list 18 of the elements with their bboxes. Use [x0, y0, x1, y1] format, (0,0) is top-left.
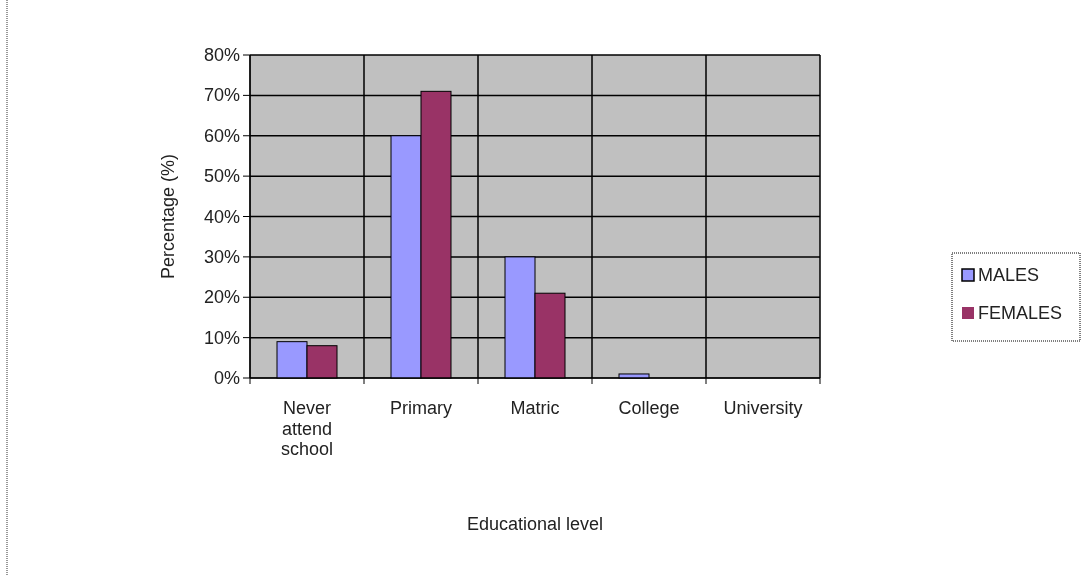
y-tick-label: 30%: [203, 246, 240, 267]
y-tick-label: 70%: [203, 85, 240, 106]
x-tick-label: College: [618, 398, 680, 418]
y-tick-label: 10%: [203, 327, 240, 348]
legend-label: MALES: [978, 265, 1040, 285]
x-tick-label: Primary: [390, 398, 452, 418]
x-tick-label: University: [723, 398, 803, 418]
y-tick-label: 40%: [203, 206, 240, 227]
y-tick-label: 60%: [203, 125, 240, 146]
y-tick-label: 0%: [213, 368, 240, 388]
x-tick-label: Matric: [510, 398, 560, 418]
legend-label: FEMALES: [978, 303, 1063, 323]
y-axis-title: Percentage (%): [158, 153, 178, 280]
y-tick-label: 80%: [203, 45, 240, 65]
x-axis-title: Educational level: [466, 514, 604, 534]
y-tick-label: 50%: [203, 166, 240, 187]
y-tick-label: 20%: [203, 287, 240, 308]
x-tick-label: Never attend school: [280, 398, 334, 460]
